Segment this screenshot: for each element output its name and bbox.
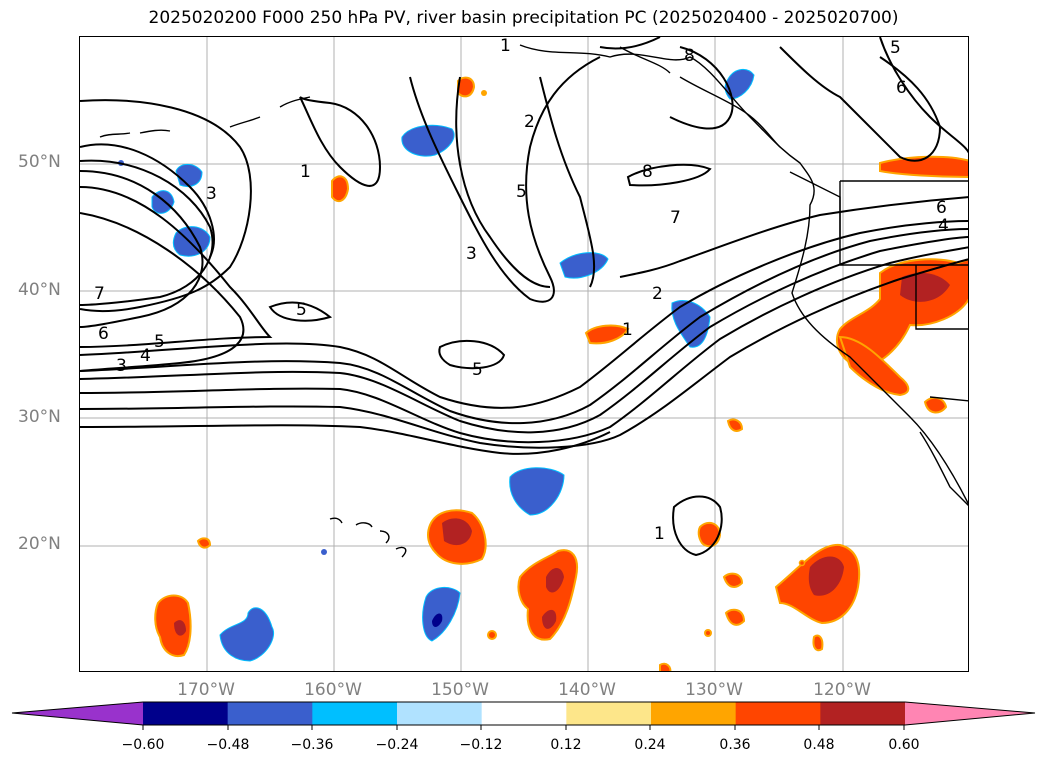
colorbar-tick-label: −0.60 (121, 737, 165, 753)
pos-core (546, 568, 564, 593)
lon-label: 170°W (177, 680, 235, 700)
lon-label: 150°W (431, 680, 489, 700)
contour-label: 7 (94, 284, 105, 304)
pos-dot (487, 630, 497, 640)
colorbar-extend-high (905, 702, 1035, 725)
colorbar-segment (566, 702, 652, 725)
positive-pc-shading (154, 76, 968, 671)
pos-blob (726, 418, 744, 432)
contour-label: 3 (466, 244, 477, 264)
map-canvas: 1 2 3 4 5 6 7 8 2 3 5 5 7 6 5 4 3 1 1 5 … (80, 37, 968, 671)
colorbar-segment (481, 702, 567, 725)
contour-label: 1 (622, 320, 633, 340)
pos-blob (697, 521, 722, 548)
neg-blob (401, 124, 455, 157)
pos-blob (196, 537, 212, 549)
contour-label: 6 (936, 198, 947, 218)
map-panel: 1 2 3 4 5 6 7 8 2 3 5 5 7 6 5 4 3 1 1 5 … (79, 36, 969, 672)
contour-label: 8 (684, 46, 695, 66)
neg-blob (422, 587, 461, 642)
colorbar-tick-label: −0.48 (206, 737, 250, 753)
neg-blob (559, 252, 609, 279)
pos-blob (154, 594, 192, 657)
colorbar (11, 701, 1036, 730)
pos-blob (457, 76, 476, 98)
pos-blob (659, 662, 672, 671)
colorbar-segment (651, 702, 737, 725)
contour-label: 1 (300, 162, 311, 182)
neg-blob (219, 607, 274, 662)
pos-core (442, 518, 472, 546)
colorbar-segment (397, 702, 483, 725)
pos-blob (879, 155, 968, 178)
negative-pc-shading (118, 69, 755, 662)
coastlines (99, 44, 968, 558)
pos-blob (331, 175, 350, 203)
neg-blob (175, 163, 203, 187)
pos-blob (923, 396, 948, 414)
colorbar-tick-label: 0.48 (803, 737, 835, 753)
figure-title: 2025020200 F000 250 hPa PV, river basin … (148, 8, 899, 28)
contour-label: 5 (516, 182, 527, 202)
colorbar-segment (735, 702, 821, 725)
colorbar-tick-label: −0.12 (459, 737, 503, 753)
colorbar-tick-label: −0.36 (290, 737, 334, 753)
pv-contours (80, 37, 968, 557)
contour-label: 5 (890, 38, 901, 58)
lon-label: 140°W (558, 680, 616, 700)
colorbar-tick-label: −0.24 (375, 737, 419, 753)
colorbar-extend-low (12, 702, 143, 725)
contour-label: 6 (896, 78, 907, 98)
neg-core (432, 613, 443, 627)
colorbar-segments (12, 702, 1035, 725)
pos-blob (812, 634, 824, 652)
lat-label: 50°N (18, 152, 61, 172)
colorbar-segment (820, 702, 906, 725)
pos-blob (722, 572, 744, 588)
pos-core (174, 620, 186, 636)
colorbar-segment (143, 702, 229, 725)
contour-label: 3 (116, 356, 127, 376)
contour-label: 1 (500, 37, 511, 56)
pos-blob (584, 324, 630, 345)
pos-core (808, 556, 844, 596)
contour-label: 7 (670, 208, 681, 228)
contour-label: 5 (154, 332, 165, 352)
pos-dot (704, 629, 712, 637)
lat-label: 30°N (18, 407, 61, 427)
contour-label: 3 (206, 184, 217, 204)
pos-dot (798, 559, 806, 567)
contour-label: 2 (652, 284, 663, 304)
lon-label: 160°W (304, 680, 362, 700)
pos-blob (724, 608, 746, 626)
contour-label: 8 (642, 162, 653, 182)
pos-core (900, 272, 950, 302)
contour-label: 6 (98, 324, 109, 344)
colorbar-tick-label: 0.24 (634, 737, 666, 753)
colorbar-tick-label: 0.36 (719, 737, 751, 753)
lon-label: 130°W (685, 680, 743, 700)
pos-core (542, 609, 557, 629)
colorbar-segment (312, 702, 398, 725)
lon-label: 120°W (813, 680, 871, 700)
contour-label: 4 (140, 346, 151, 366)
colorbar-tick-label: 0.12 (550, 737, 582, 753)
pos-blob (838, 335, 910, 397)
neg-blob (509, 467, 565, 516)
lat-label: 40°N (18, 280, 61, 300)
contour-label: 4 (938, 216, 949, 236)
neg-dot (321, 549, 327, 555)
colorbar-segment (227, 702, 313, 725)
lat-label: 20°N (18, 534, 61, 554)
contour-label: 5 (472, 360, 483, 380)
contour-label: 5 (296, 300, 307, 320)
contour-label: 1 (654, 524, 665, 544)
contour-labels: 1 2 3 4 5 6 7 8 2 3 5 5 7 6 5 4 3 1 1 5 … (94, 37, 949, 544)
colorbar-tick-label: 0.60 (888, 737, 920, 753)
contour-label: 2 (524, 112, 535, 132)
pos-dot (481, 90, 487, 96)
